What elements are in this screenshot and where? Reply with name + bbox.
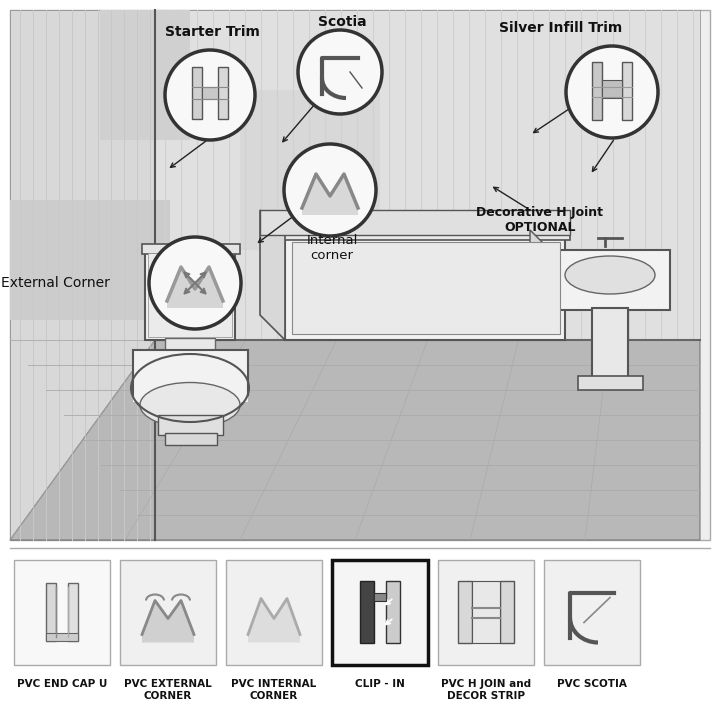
Polygon shape — [142, 600, 194, 642]
Polygon shape — [155, 10, 700, 340]
Polygon shape — [10, 340, 700, 540]
Circle shape — [165, 50, 255, 140]
Bar — [592, 308, 628, 378]
Bar — [544, 560, 640, 665]
Text: Internal
corner: Internal corner — [306, 234, 358, 262]
Text: PVC END CAP U: PVC END CAP U — [17, 679, 107, 689]
Bar — [192, 67, 202, 119]
Text: PVC EXTERNAL
CORNER: PVC EXTERNAL CORNER — [124, 679, 212, 701]
Circle shape — [566, 46, 658, 138]
Bar — [292, 242, 560, 334]
Bar — [602, 80, 622, 98]
Bar — [240, 90, 380, 250]
Bar — [285, 235, 565, 340]
Ellipse shape — [565, 256, 655, 294]
Polygon shape — [10, 10, 155, 540]
Circle shape — [149, 237, 241, 329]
Bar — [472, 580, 500, 642]
Bar — [500, 580, 514, 642]
Bar — [226, 560, 322, 665]
Bar — [120, 560, 216, 665]
Bar — [218, 67, 228, 119]
Bar — [578, 376, 643, 390]
Circle shape — [298, 30, 382, 114]
Polygon shape — [302, 174, 358, 215]
Polygon shape — [248, 598, 300, 642]
Bar — [46, 582, 56, 641]
Bar — [145, 250, 235, 340]
Bar — [165, 338, 215, 350]
Text: Scotia: Scotia — [318, 15, 366, 29]
Bar — [550, 250, 670, 310]
Bar — [332, 560, 428, 665]
Bar — [282, 230, 570, 240]
Bar — [68, 582, 78, 641]
Text: Decorative H Joint
OPTIONAL: Decorative H Joint OPTIONAL — [477, 206, 603, 234]
Bar — [360, 580, 374, 642]
Bar — [622, 62, 632, 120]
Bar — [202, 87, 218, 99]
Bar — [158, 415, 223, 435]
Ellipse shape — [132, 358, 248, 423]
Bar — [142, 244, 240, 254]
Text: External Corner: External Corner — [1, 276, 109, 290]
Bar — [10, 200, 170, 320]
Bar — [592, 62, 602, 120]
Bar — [46, 632, 78, 641]
Bar — [148, 253, 232, 337]
Text: Silver Infill Trim: Silver Infill Trim — [499, 21, 622, 35]
Bar — [458, 580, 472, 642]
Bar — [100, 10, 190, 140]
Bar — [386, 580, 400, 642]
Text: CLIP - IN: CLIP - IN — [355, 679, 405, 689]
Polygon shape — [260, 210, 285, 340]
Text: PVC H JOIN and
DECOR STRIP: PVC H JOIN and DECOR STRIP — [441, 679, 531, 701]
Bar — [438, 560, 534, 665]
Polygon shape — [530, 230, 550, 310]
Circle shape — [284, 144, 376, 236]
Text: PVC INTERNAL
CORNER: PVC INTERNAL CORNER — [231, 679, 317, 701]
Bar — [133, 350, 248, 402]
Bar — [374, 593, 386, 600]
Bar — [10, 10, 710, 540]
Text: Starter Trim: Starter Trim — [165, 25, 259, 39]
Ellipse shape — [140, 382, 240, 428]
Polygon shape — [260, 210, 570, 235]
Bar — [165, 433, 217, 445]
Bar — [14, 560, 110, 665]
Polygon shape — [167, 267, 223, 308]
Text: PVC SCOTIA: PVC SCOTIA — [557, 679, 627, 689]
